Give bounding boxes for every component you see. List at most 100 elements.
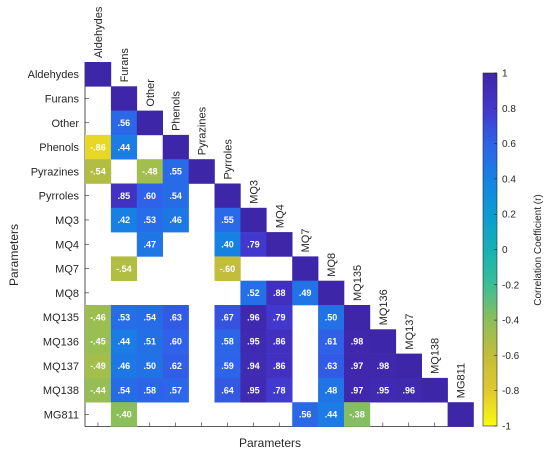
heatmap-cell-pyrroles-pyrroles — [214, 183, 241, 209]
colorbar-tick-label: -0.4 — [502, 316, 520, 327]
row-label-mq136: MQ136 — [43, 336, 79, 348]
heatmap-cell-mg811-furans — [110, 402, 138, 427]
cell-value-label: .53 — [118, 312, 131, 322]
heatmap-cell-mq7-pyrroles — [214, 256, 241, 281]
column-label-mq136: MQ136 — [378, 289, 390, 325]
cell-value-label: .98 — [351, 337, 364, 347]
cell-value-label: .57 — [169, 385, 182, 395]
row-label-mg811: MG811 — [44, 409, 79, 421]
colorbar-tick-label: -1 — [502, 422, 511, 433]
cell-value-label: -.45 — [90, 337, 106, 347]
column-label-aldehydes: Aldehydes — [93, 6, 105, 58]
column-label-furans: Furans — [119, 48, 131, 83]
cell-value-label: .95 — [377, 385, 390, 395]
heatmap-cell-mq138-mq136 — [369, 377, 397, 403]
heatmap-cell-pyrazines-phenols — [162, 159, 189, 184]
cell-value-label: .50 — [143, 361, 156, 371]
column-label-other: Other — [145, 79, 157, 107]
cell-value-label: .67 — [221, 312, 234, 322]
heatmap-cell-mq136-mq136 — [369, 329, 397, 354]
heatmap-cell-mq138-phenols — [162, 377, 189, 403]
heatmap-cell-mg811-mg811 — [447, 402, 474, 427]
cell-value-label: .55 — [169, 167, 182, 177]
row-label-furans: Furans — [45, 93, 80, 105]
row-label-mq137: MQ137 — [43, 361, 79, 373]
colorbar-tick-label: 0.8 — [502, 104, 516, 115]
heatmap-cell-mg811-mq7 — [292, 402, 319, 427]
cell-value-label: .52 — [247, 288, 260, 298]
heatmap-cell-mq8-mq4 — [266, 280, 293, 306]
cell-value-label: .44 — [118, 337, 131, 347]
colorbar-label: Correlation Coefficient (r) — [533, 194, 544, 306]
heatmap-cell-mq136-mq135 — [344, 329, 371, 354]
column-label-mq138: MQ138 — [430, 338, 442, 374]
heatmap-cell-mq135-phenols — [162, 305, 189, 330]
cell-value-label: .86 — [273, 361, 286, 371]
colorbar-tick-label: 0.4 — [502, 174, 516, 185]
column-label-mq137: MQ137 — [404, 314, 416, 350]
cell-value-label: .97 — [351, 361, 364, 371]
heatmap-cell-pyrroles-other — [136, 183, 163, 209]
cell-value-label: .55 — [221, 215, 234, 225]
cell-value-label: .60 — [169, 337, 182, 347]
heatmap-cell-pyrazines-other — [136, 159, 163, 184]
cell-value-label: .59 — [221, 361, 234, 371]
cell-value-label: .56 — [299, 410, 312, 420]
x-axis-label: Parameters — [239, 436, 301, 450]
cell-value-label: .98 — [377, 361, 390, 371]
cell-value-label: .61 — [325, 337, 338, 347]
cell-value-label: .94 — [247, 361, 260, 371]
row-label-mq3: MQ3 — [55, 215, 79, 227]
heatmap-cell-phenols-furans — [110, 134, 138, 160]
cell-value-label: .97 — [351, 385, 364, 395]
heatmap-cell-mq138-pyrroles — [214, 377, 241, 403]
row-label-mq4: MQ4 — [55, 239, 79, 251]
heatmap-cell-mq138-aldehydes — [85, 377, 112, 403]
colorbar-tick-label: -0.2 — [502, 280, 520, 291]
cell-value-label: -.40 — [116, 410, 132, 420]
heatmap-cell-pyrroles-furans — [110, 183, 138, 209]
column-label-mq4: MQ4 — [274, 204, 286, 228]
heatmap-cell-mq137-aldehydes — [85, 353, 112, 379]
cell-value-label: -.54 — [116, 264, 132, 274]
heatmap-cell-mq137-mq3 — [240, 353, 267, 379]
cell-value-label: .85 — [118, 191, 131, 201]
cell-value-label: .54 — [118, 385, 131, 395]
cell-value-label: .95 — [247, 385, 260, 395]
cell-value-label: .86 — [273, 337, 286, 347]
cell-value-label: -.49 — [90, 361, 106, 371]
cell-value-label: .56 — [118, 118, 131, 128]
heatmap-cell-mq135-mq135 — [344, 305, 371, 330]
cell-value-label: -.60 — [220, 264, 236, 274]
heatmap-cell-other-other — [136, 110, 163, 136]
heatmap-cell-mq3-furans — [110, 207, 138, 233]
heatmap-cell-mq4-other — [136, 232, 163, 257]
cell-value-label: .62 — [169, 361, 182, 371]
cell-value-label: .42 — [118, 215, 131, 225]
cell-value-label: .44 — [118, 142, 131, 152]
heatmap-cell-mq138-mq8 — [318, 377, 345, 403]
heatmap-cell-mq137-mq4 — [266, 353, 293, 379]
cell-value-label: .63 — [325, 361, 338, 371]
heatmap-cell-mq136-mq3 — [240, 329, 267, 354]
cell-value-label: .64 — [221, 385, 234, 395]
row-label-pyrroles: Pyrroles — [39, 191, 80, 203]
colorbar: -1 -0.8 -0.6 -0.4 -0.2 0 0.2 0.4 0.6 0.8 1 Correla… — [482, 69, 544, 433]
heatmap-cell-mq137-mq135 — [344, 353, 371, 379]
cell-value-label: .96 — [247, 312, 260, 322]
heatmap-cell-mq3-mq3 — [240, 207, 267, 233]
cell-value-label: .54 — [143, 312, 156, 322]
heatmap-cell-mq137-other — [136, 353, 163, 379]
cell-value-label: .79 — [247, 239, 260, 249]
cell-value-label: -.48 — [142, 167, 158, 177]
heatmap-cell-mq8-mq7 — [292, 280, 319, 306]
heatmap-cell-mq3-other — [136, 207, 163, 233]
heatmap-cell-mq138-mq137 — [395, 377, 422, 403]
row-tick-labels: Aldehydes Furans Other Phenols Pyrazines Pyrr… — [28, 69, 80, 421]
row-label-mq135: MQ135 — [43, 312, 79, 324]
cell-value-label: .60 — [143, 191, 156, 201]
heatmap-cell-mq138-mq3 — [240, 377, 267, 403]
heatmap-cell-pyrazines-pyrazines — [188, 159, 215, 184]
heatmap-cell-mq7-furans — [110, 256, 138, 281]
